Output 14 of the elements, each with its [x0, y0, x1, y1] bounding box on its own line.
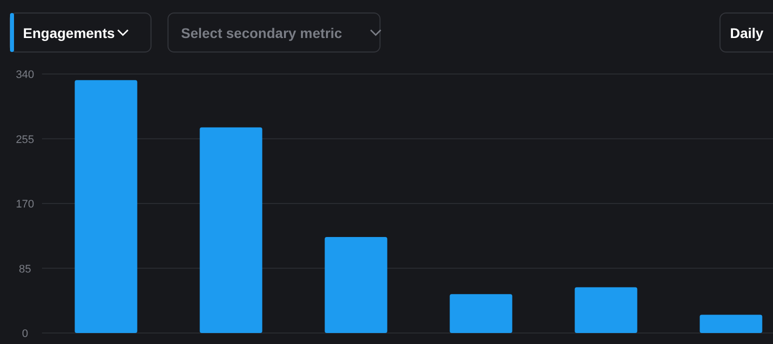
text: Select secondary metric: [181, 25, 342, 41]
bar: [74, 80, 138, 333]
y-tick-label: 340: [16, 69, 34, 81]
bar: [200, 127, 262, 333]
bar: [700, 314, 762, 333]
bar: [324, 237, 388, 333]
text: Engagements: [23, 25, 116, 41]
y-tick-label: 255: [16, 134, 34, 146]
text: Daily: [730, 25, 764, 41]
y-tick-label: 170: [16, 198, 34, 210]
y-tick-label: 0: [22, 328, 28, 340]
bar: [450, 294, 512, 333]
y-tick-label: 85: [18, 263, 32, 276]
bar: [574, 287, 638, 333]
